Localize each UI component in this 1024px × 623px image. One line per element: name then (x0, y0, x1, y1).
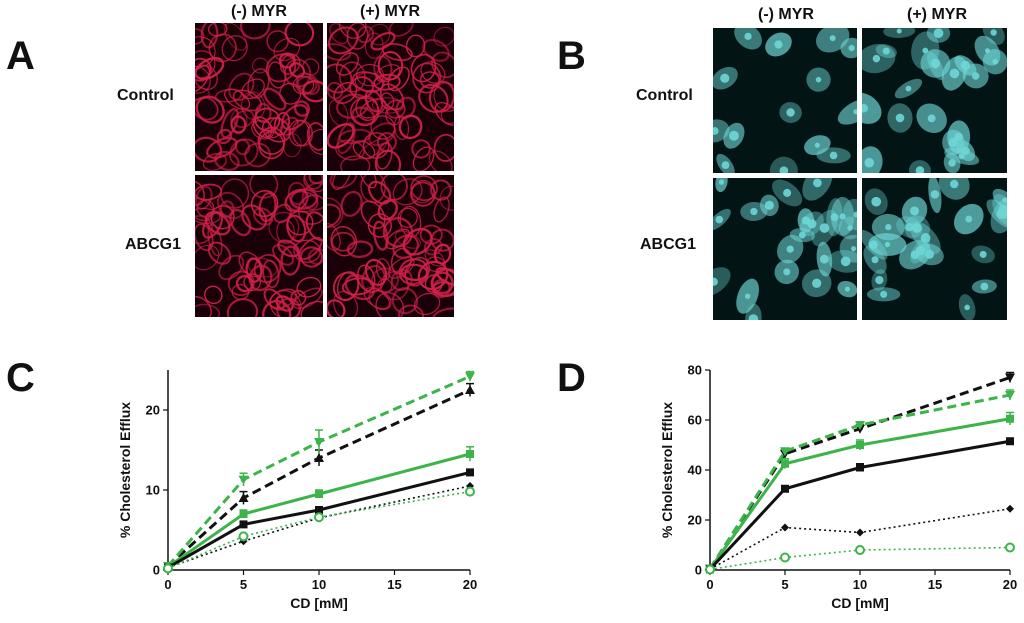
chart-d: 0 5 10 15 20 0 20 40 60 80 CD [mM] % Cholesterol Ef… (659, 363, 1017, 612)
chart-c-y-tick-label: 20 (146, 403, 160, 418)
chart-c-point-1-2 (314, 438, 324, 447)
chart-d-point-1-1 (780, 447, 790, 457)
chart-c-point-5-0 (163, 563, 173, 574)
chart-c-x-tick-label: 5 (240, 577, 247, 592)
chart-d-y-tick-label: 20 (688, 513, 702, 528)
panel-d-letter: D (557, 356, 586, 400)
chart-d-x-tick-label: 20 (1003, 577, 1017, 592)
chart-c-point-5-1 (238, 531, 249, 542)
panel-b-image-abcg1-plus-myr (862, 178, 1007, 320)
chart-c-point-1-1 (238, 475, 249, 485)
chart-c-x-tick-label: 15 (387, 577, 401, 592)
chart-d-x-tick-label: 15 (928, 577, 942, 592)
chart-d-x-axis-label: CD [mM] (831, 595, 889, 611)
chart-c-x-axis-label: CD [mM] (290, 595, 348, 611)
chart-c-point-5-2 (314, 512, 324, 523)
chart-c-point-0-1 (238, 493, 249, 502)
chart-d-y-axis-label: % Cholesterol Efflux (659, 402, 675, 538)
chart-d-y-tick-label: 0 (695, 563, 702, 578)
panel-a-image-abcg1-plus-myr (327, 175, 454, 317)
chart-c-point-3-1 (239, 520, 248, 529)
panel-a-col-label-plus-myr: (+) MYR (360, 3, 420, 20)
panel-a-letter: A (6, 34, 35, 78)
chart-d-point-3-3 (1006, 437, 1014, 446)
chart-d-point-4-2 (856, 528, 864, 537)
panel-b-row-label-control: Control (636, 87, 693, 104)
chart-c-point-0-2 (314, 453, 324, 462)
chart-d-point-2-2 (856, 441, 864, 449)
chart-c-point-3-3 (466, 468, 474, 477)
chart-c-point-2-2 (315, 490, 323, 498)
panel-a-image-control-plus-myr (327, 23, 454, 171)
chart-d-point-5-0 (705, 564, 715, 575)
chart-d-y-tick-label: 60 (688, 413, 702, 428)
chart-d-series-line-1 (708, 393, 1011, 570)
panel-c-letter: C (6, 356, 35, 400)
chart-c-series-line-0 (166, 388, 471, 568)
chart-c-point-0-3 (465, 385, 475, 394)
chart-d-series-line-2 (708, 417, 1011, 570)
chart-c-x-tick-label: 20 (463, 577, 477, 592)
chart-d-point-5-3 (1005, 542, 1015, 553)
chart-c-series-line-4 (167, 485, 471, 569)
panel-b-row-label-abcg1: ABCG1 (640, 236, 697, 253)
chart-c-point-1-3 (465, 372, 475, 382)
chart-d-x-tick-label: 5 (781, 577, 788, 592)
chart-d-point-2-1 (781, 459, 789, 468)
panel-a-image-abcg1-minus-myr (195, 175, 323, 317)
chart-c-point-3-2 (315, 506, 323, 514)
chart-d-series-line-5 (709, 546, 1011, 571)
chart-d-point-4-1 (781, 523, 789, 532)
chart-d-point-5-1 (780, 552, 790, 563)
chart-d-point-3-1 (781, 484, 789, 493)
chart-d-series-line-4 (709, 507, 1011, 570)
chart-c-point-2-1 (239, 510, 248, 518)
chart-d-point-1-2 (855, 421, 865, 430)
chart-d-x-tick-label: 0 (706, 577, 713, 592)
panel-a-row-label-abcg1: ABCG1 (125, 236, 182, 253)
chart-c-y-axis-label: % Cholesterol Efflux (117, 402, 133, 538)
chart-c-point-5-3 (465, 486, 475, 497)
chart-c: 0 5 10 15 20 0 10 20 CD [mM] % Cholesterol Efflux (117, 370, 477, 611)
chart-d-point-3-2 (856, 463, 864, 472)
panel-a-col-label-minus-myr: (-) MYR (231, 3, 287, 20)
chart-d-series-line-0 (708, 376, 1011, 570)
chart-c-y-tick-label: 10 (146, 483, 160, 498)
chart-d-series-line-3 (708, 439, 1011, 571)
chart-c-point-2-3 (466, 450, 474, 458)
panel-b-image-abcg1-minus-myr (713, 178, 857, 320)
panel-a-image-control-minus-myr (195, 23, 323, 171)
panel-b-image-control-minus-myr (713, 28, 857, 173)
chart-c-y-tick-label: 0 (153, 563, 160, 578)
chart-c-series-line-1 (166, 375, 471, 567)
chart-c-x-tick-label: 0 (164, 577, 171, 592)
chart-d-point-1-3 (1005, 391, 1015, 400)
chart-c-series-line-5 (167, 490, 471, 570)
chart-d-x-tick-label: 10 (853, 577, 867, 592)
chart-d-y-tick-label: 40 (688, 463, 702, 478)
chart-c-series-line-3 (167, 470, 471, 569)
panel-b-image-control-plus-myr (862, 28, 1007, 173)
chart-d-point-5-2 (855, 545, 865, 555)
chart-c-series-line-2 (167, 452, 471, 569)
panel-b-col-label-plus-myr: (+) MYR (907, 6, 967, 23)
chart-d-point-4-3 (1006, 504, 1014, 513)
panel-a-row-label-control: Control (117, 87, 174, 104)
chart-d-point-0-3 (1005, 373, 1015, 383)
panel-b-letter: B (557, 34, 586, 78)
chart-d-y-tick-label: 80 (688, 363, 702, 378)
panel-b-col-label-minus-myr: (-) MYR (758, 6, 814, 23)
chart-c-x-tick-label: 10 (312, 577, 326, 592)
chart-d-point-2-3 (1006, 414, 1014, 423)
